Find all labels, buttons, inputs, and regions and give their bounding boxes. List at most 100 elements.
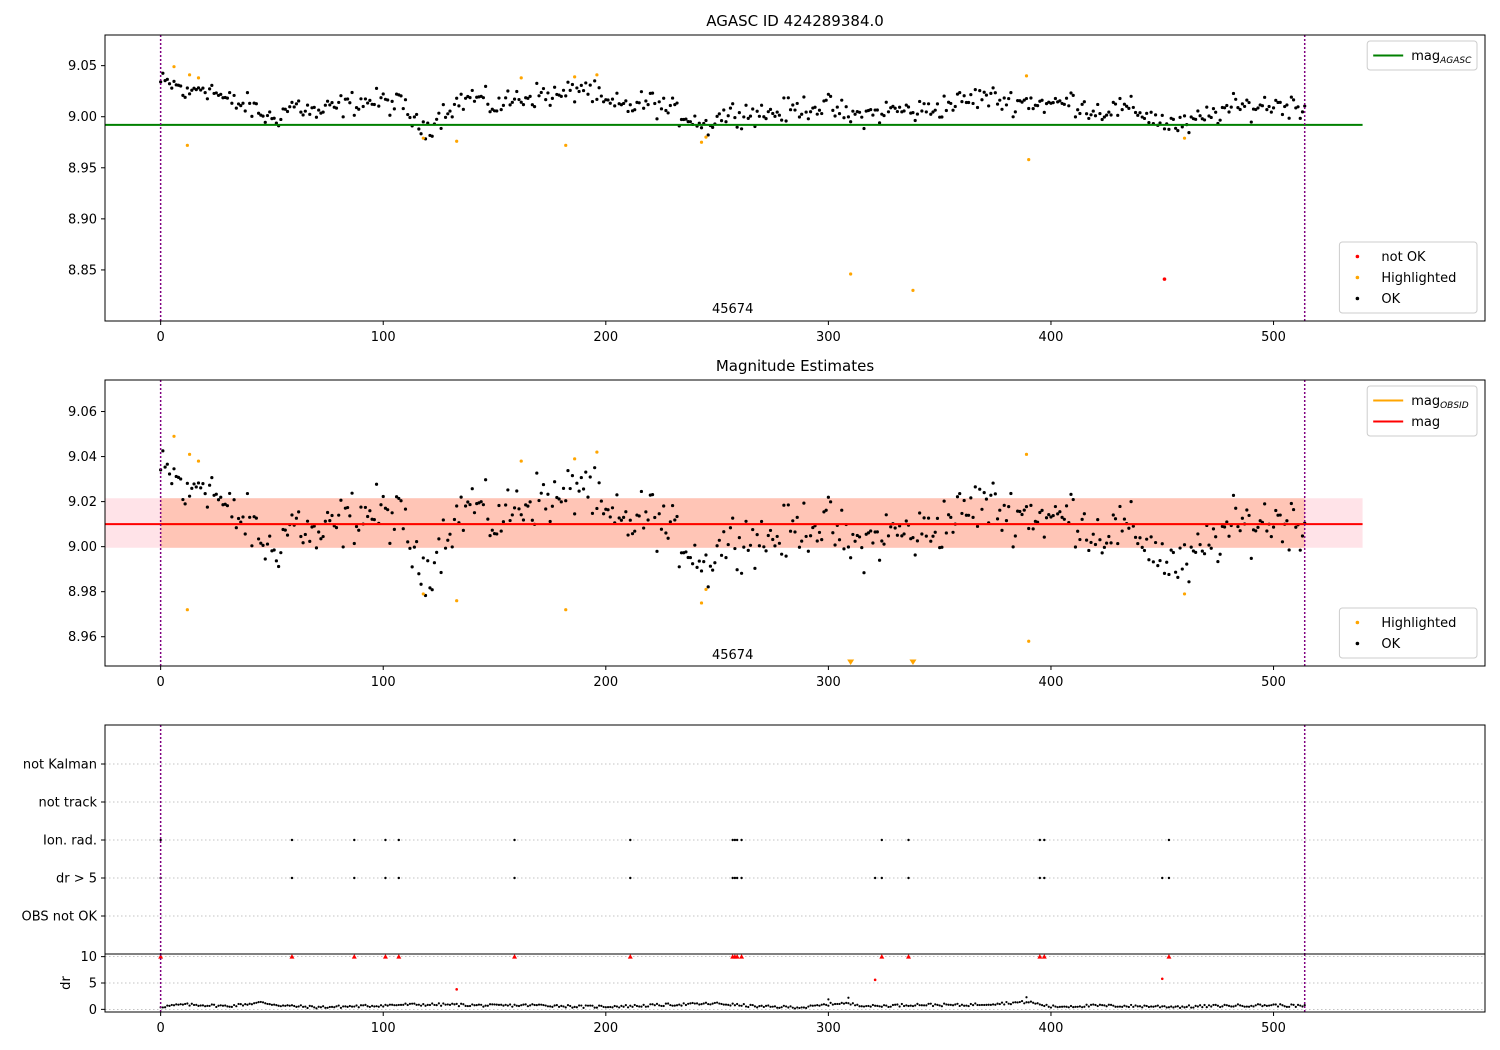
dr-point — [424, 1004, 427, 1007]
ok-point — [1225, 103, 1229, 108]
dr-point — [827, 1004, 830, 1007]
dr-point — [1067, 1006, 1070, 1009]
dr-point — [473, 1004, 476, 1007]
ok-point — [808, 534, 813, 538]
ok-point — [737, 536, 741, 540]
ok-point — [1020, 512, 1024, 517]
ok-point — [550, 504, 554, 508]
dr-point — [415, 1003, 418, 1006]
ok-point — [1140, 545, 1144, 549]
dr-point — [678, 1003, 681, 1006]
ok-point — [1263, 95, 1267, 99]
ok-point — [1056, 512, 1060, 516]
ok-point — [446, 112, 450, 116]
dr-point — [1034, 1002, 1037, 1005]
agasc-panel-title: AGASC ID 424289384.0 — [706, 12, 884, 30]
dr-point — [633, 1003, 636, 1007]
ok-point — [913, 553, 917, 557]
ok-point — [780, 552, 784, 556]
dr-point — [322, 1005, 325, 1008]
ok-point — [820, 538, 824, 542]
ok-point — [341, 545, 345, 549]
ok-point — [844, 105, 848, 109]
dr-point — [175, 1003, 178, 1006]
ok-point — [550, 96, 554, 101]
ok-point — [504, 96, 508, 100]
dr-point — [1007, 1002, 1010, 1005]
dr-point — [1241, 1004, 1244, 1008]
dr-point — [304, 1005, 307, 1008]
dr-point — [911, 1004, 915, 1008]
ok-point — [312, 524, 316, 528]
ok-point — [470, 88, 474, 93]
ok-point — [742, 115, 746, 119]
ok-point — [461, 528, 465, 532]
dr-point — [767, 1004, 770, 1007]
dr-point — [1174, 1005, 1177, 1008]
dr-point — [626, 1006, 630, 1009]
dr-point — [753, 1005, 757, 1008]
dr-point — [925, 1004, 928, 1007]
ok-point — [1087, 548, 1091, 553]
ok-point — [390, 511, 394, 515]
dr-point — [577, 1004, 581, 1007]
ok-point — [374, 482, 379, 486]
ok-point — [183, 502, 187, 506]
dr-point — [1274, 1003, 1277, 1006]
ok-point — [1109, 113, 1113, 117]
ok-point — [305, 103, 310, 107]
ok-point — [199, 88, 203, 92]
dr-point — [273, 1003, 276, 1006]
flag-point — [629, 838, 632, 842]
ok-point — [256, 537, 261, 541]
ok-point — [1280, 540, 1285, 544]
ok-point — [357, 107, 361, 111]
highlighted-point — [519, 459, 523, 463]
highlighted-point — [421, 592, 425, 596]
dr-point — [985, 1003, 988, 1006]
dr-point — [566, 1004, 570, 1007]
dr-point — [1014, 1001, 1017, 1004]
ok-point — [437, 111, 441, 115]
ok-point — [1160, 542, 1164, 546]
dr-point — [1076, 1005, 1079, 1008]
dr-point — [457, 1005, 461, 1008]
dr-point — [931, 1004, 935, 1008]
dr-point — [555, 1004, 558, 1007]
dr-point — [809, 1004, 812, 1007]
ok-point — [241, 515, 245, 519]
ok-point — [788, 108, 793, 112]
ok-point — [1196, 532, 1200, 536]
flag-point — [733, 876, 737, 880]
ok-point — [644, 99, 648, 103]
ok-point — [1009, 90, 1013, 95]
dr-point — [484, 1004, 487, 1007]
ok-point — [452, 517, 457, 522]
dr-point — [524, 1003, 527, 1006]
dr-point — [813, 1004, 817, 1007]
dr-point — [655, 1002, 659, 1005]
dr-point — [328, 1005, 331, 1009]
dr-point — [780, 1006, 783, 1009]
dr-point — [653, 1004, 656, 1007]
dr-point — [1187, 1004, 1191, 1007]
ok-point — [265, 113, 270, 118]
ok-point — [1084, 112, 1089, 116]
ok-point — [1180, 567, 1184, 571]
ok-point — [677, 565, 681, 569]
ok-point — [944, 531, 948, 535]
dr-point — [232, 1003, 236, 1007]
dr-point — [261, 1001, 265, 1004]
dr-point — [522, 1003, 525, 1006]
ok-point — [1031, 107, 1035, 111]
dr-point — [575, 1006, 578, 1009]
ok-point — [546, 492, 550, 496]
ok-point — [225, 504, 230, 508]
ok-point — [1300, 534, 1305, 538]
ok-point — [219, 495, 223, 499]
ok-point — [704, 553, 708, 557]
dr-point — [1043, 1004, 1046, 1008]
dr-point — [1127, 1005, 1130, 1009]
dr-point — [580, 1004, 583, 1007]
